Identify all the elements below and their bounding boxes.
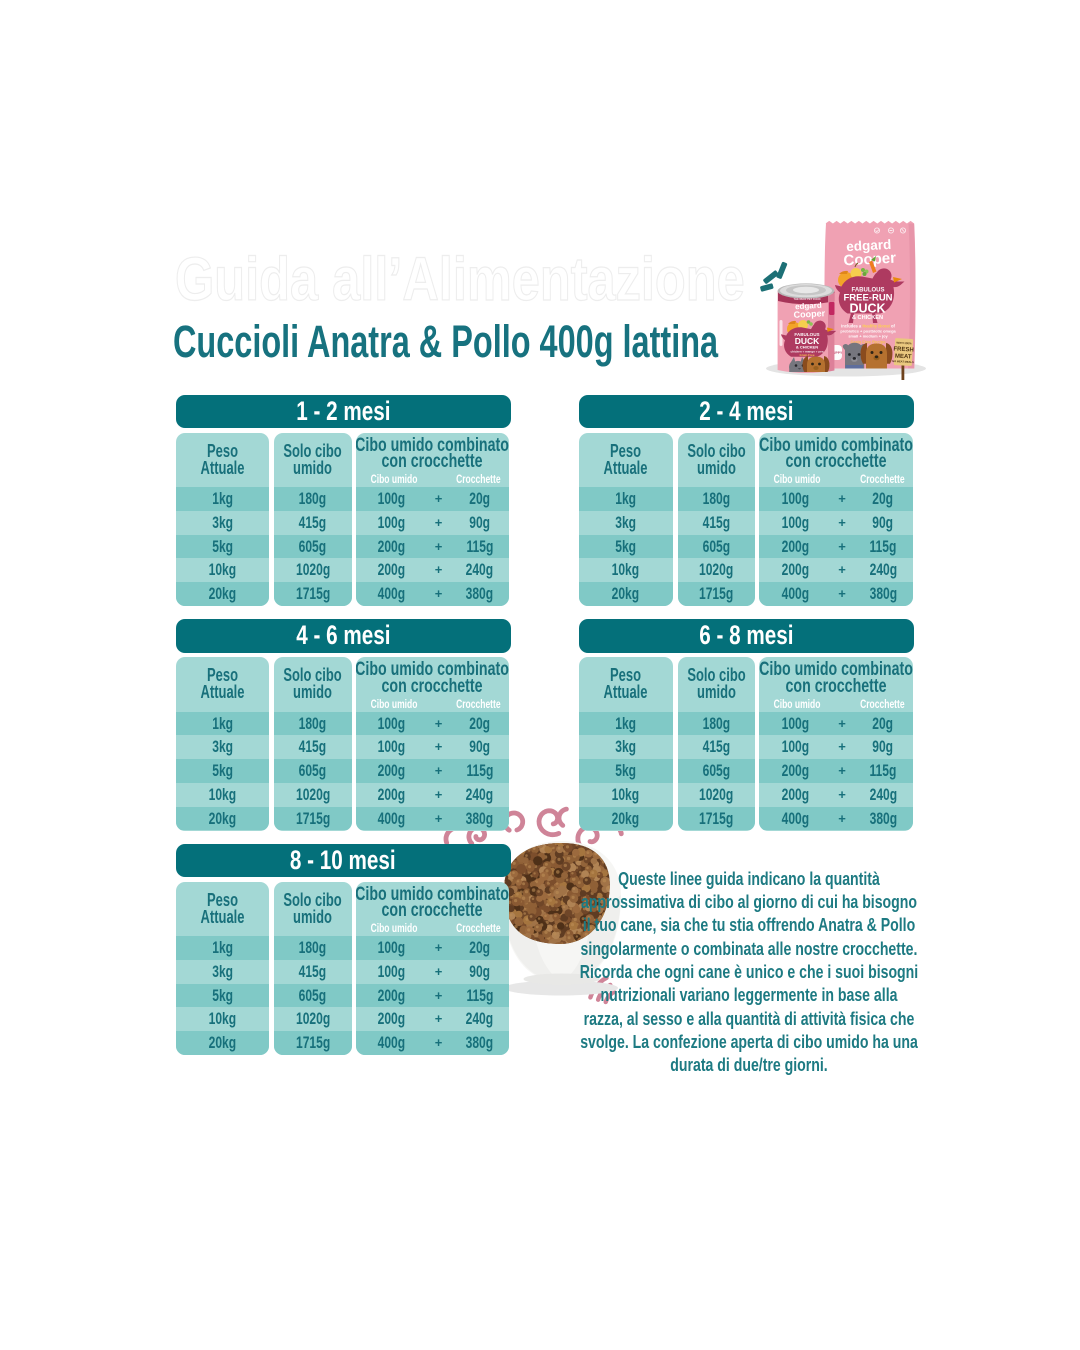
svg-text:Grain Free: Grain Free xyxy=(799,353,814,357)
svg-text:FRESH: FRESH xyxy=(893,347,914,354)
svg-text:NO MEAT MEALS: NO MEAT MEALS xyxy=(892,359,914,364)
svg-text:DUCK: DUCK xyxy=(849,302,885,316)
svg-text:chicken + mango + pea: chicken + mango + pea xyxy=(790,350,823,354)
svg-text:WITH 100%: WITH 100% xyxy=(896,341,912,346)
svg-text:prebiotics + postbiotic omega: prebiotics + postbiotic omega xyxy=(840,329,896,334)
svg-text:FREE-RUN: FREE-RUN xyxy=(843,293,892,304)
svg-text:Includes a Healthy Boost of: Includes a Healthy Boost of xyxy=(841,324,895,329)
svg-text:THE REAL PET FOOD: THE REAL PET FOOD xyxy=(794,297,821,301)
svg-text:Cooper: Cooper xyxy=(843,250,896,270)
svg-text:FABULOUS: FABULOUS xyxy=(794,332,819,337)
svg-text:& CHICKEN: & CHICKEN xyxy=(796,345,818,350)
svg-text:PUPPY: PUPPY xyxy=(831,351,843,355)
svg-text:Grain Free Recipe: Grain Free Recipe xyxy=(850,340,886,345)
svg-text:edgard: edgard xyxy=(795,301,822,311)
svg-text:FABULOUS: FABULOUS xyxy=(852,288,885,294)
svg-text:Cooper: Cooper xyxy=(793,308,825,320)
svg-text:MEAT: MEAT xyxy=(895,354,912,361)
svg-text:& CHICKEN: & CHICKEN xyxy=(852,315,883,321)
svg-text:edgard: edgard xyxy=(846,237,892,254)
svg-text:DUCK: DUCK xyxy=(795,336,820,346)
svg-text:small + medium + joy: small + medium + joy xyxy=(848,334,888,339)
